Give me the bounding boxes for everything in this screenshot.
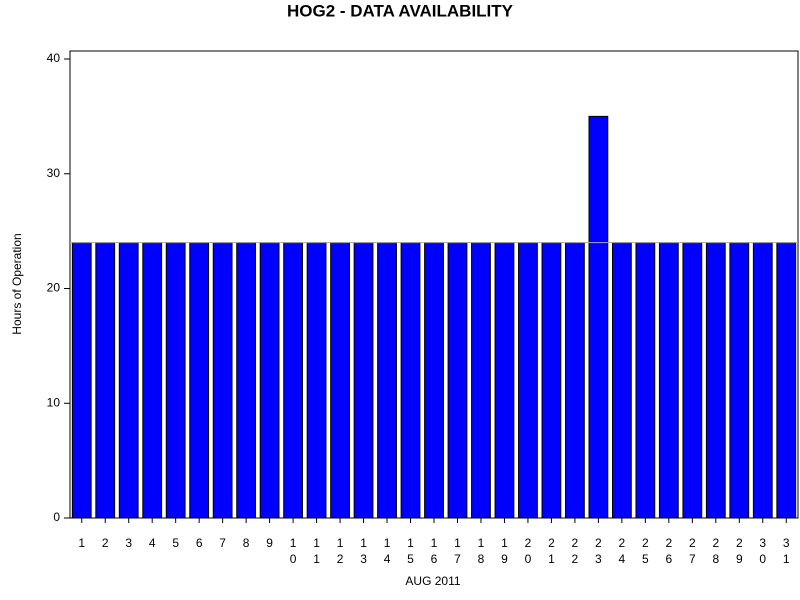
x-tick-label: 26 <box>662 536 676 568</box>
bar <box>189 242 210 519</box>
bar <box>518 242 538 519</box>
bar <box>306 242 327 519</box>
bar <box>635 242 656 519</box>
y-tick-label: 10 <box>47 395 61 409</box>
x-tick-label: 13 <box>357 536 371 568</box>
y-tick-label: 40 <box>47 51 61 65</box>
bar <box>729 242 750 519</box>
x-tick-label: 12 <box>333 536 347 568</box>
bar <box>447 242 468 519</box>
x-tick-label: 22 <box>568 536 582 568</box>
bar <box>95 242 116 519</box>
chart-title: HOG2 - DATA AVAILABILITY <box>287 1 514 20</box>
bar <box>776 242 797 519</box>
bar <box>236 242 257 519</box>
bar <box>118 242 139 519</box>
x-tick-label: 5 <box>169 536 183 552</box>
bar <box>658 242 679 519</box>
bar <box>424 242 444 519</box>
y-axis-label: Hours of Operation <box>10 233 24 334</box>
x-tick-label: 8 <box>239 536 253 552</box>
x-tick-label: 11 <box>310 536 324 568</box>
x-tick-label: 3 <box>122 536 136 552</box>
x-tick-label: 19 <box>497 536 511 568</box>
bar <box>377 242 397 519</box>
x-tick-label: 30 <box>756 536 770 568</box>
bar <box>471 242 491 519</box>
y-tick-label: 0 <box>53 510 60 524</box>
bar <box>494 242 515 519</box>
x-tick-label: 1 <box>75 536 89 552</box>
x-tick-label: 16 <box>427 536 441 568</box>
bar <box>611 242 632 519</box>
x-tick-label: 29 <box>732 536 746 568</box>
bar <box>330 242 350 519</box>
bar <box>353 242 374 519</box>
bar <box>752 242 773 519</box>
x-tick-label: 24 <box>615 536 629 568</box>
x-tick-label: 20 <box>521 536 535 568</box>
bar <box>541 242 562 519</box>
x-tick-label: 14 <box>380 536 394 568</box>
x-tick-label: 23 <box>591 536 605 568</box>
x-tick-label: 2 <box>98 536 112 552</box>
bar <box>588 115 609 519</box>
bar <box>165 242 186 519</box>
x-tick-label: 6 <box>192 536 206 552</box>
x-tick-label: 27 <box>685 536 699 568</box>
bar <box>682 242 703 519</box>
bar <box>400 242 421 519</box>
x-tick-label: 28 <box>709 536 723 568</box>
bar <box>212 242 233 519</box>
x-tick-label: 31 <box>779 536 793 568</box>
bar <box>283 242 303 519</box>
x-tick-label: 18 <box>474 536 488 568</box>
x-tick-label: 17 <box>450 536 464 568</box>
bar <box>142 242 163 519</box>
x-tick-label: 9 <box>263 536 277 552</box>
x-tick-label: 4 <box>145 536 159 552</box>
x-tick-label: 7 <box>216 536 230 552</box>
bar <box>565 242 585 519</box>
bar <box>705 242 726 519</box>
y-tick-label: 30 <box>47 166 61 180</box>
x-tick-label: 15 <box>404 536 418 568</box>
x-axis-label: AUG 2011 <box>405 574 460 588</box>
y-tick-label: 20 <box>47 281 61 295</box>
x-tick-label: 25 <box>638 536 652 568</box>
x-tick-label: 21 <box>544 536 558 568</box>
bar <box>71 242 92 519</box>
x-tick-label: 10 <box>286 536 300 568</box>
bar <box>259 242 280 519</box>
